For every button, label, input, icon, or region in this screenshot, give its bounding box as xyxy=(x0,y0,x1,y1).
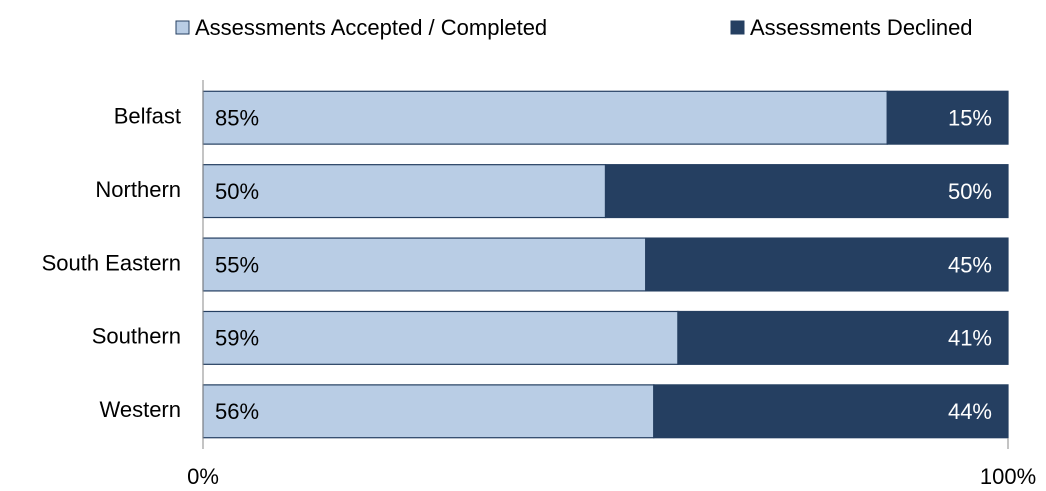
y-tick-label: Belfast xyxy=(114,104,181,129)
x-tick-label: 0% xyxy=(187,464,219,489)
data-label: 41% xyxy=(948,326,992,351)
data-label: 56% xyxy=(215,399,259,424)
data-label: 59% xyxy=(215,326,259,351)
bar-segment xyxy=(653,384,1009,439)
y-tick-label: Western xyxy=(99,397,181,422)
y-tick-label: Southern xyxy=(92,324,181,349)
legend-label: Assessments Accepted / Completed xyxy=(195,15,547,40)
data-label: 50% xyxy=(948,179,992,204)
bar-segment xyxy=(202,237,647,292)
legend-label: Assessments Declined xyxy=(750,15,973,40)
y-tick-label: South Eastern xyxy=(42,250,181,275)
bar-segment xyxy=(202,164,607,219)
legend-swatch xyxy=(175,20,190,35)
data-label: 55% xyxy=(215,252,259,277)
bar-segment xyxy=(677,310,1009,365)
bar-segment xyxy=(886,90,1009,145)
data-label: 50% xyxy=(215,179,259,204)
bar-segment xyxy=(202,310,679,365)
x-tick-label: 100% xyxy=(980,464,1036,489)
data-label: 15% xyxy=(948,106,992,131)
bar-segment xyxy=(202,90,888,145)
data-label: 85% xyxy=(215,106,259,131)
data-label: 45% xyxy=(948,252,992,277)
legend-swatch xyxy=(730,20,745,35)
y-tick-label: Northern xyxy=(95,177,181,202)
bar-segment xyxy=(604,164,1009,219)
data-label: 44% xyxy=(948,399,992,424)
bar-segment xyxy=(202,384,655,439)
bar-segment xyxy=(645,237,1009,292)
